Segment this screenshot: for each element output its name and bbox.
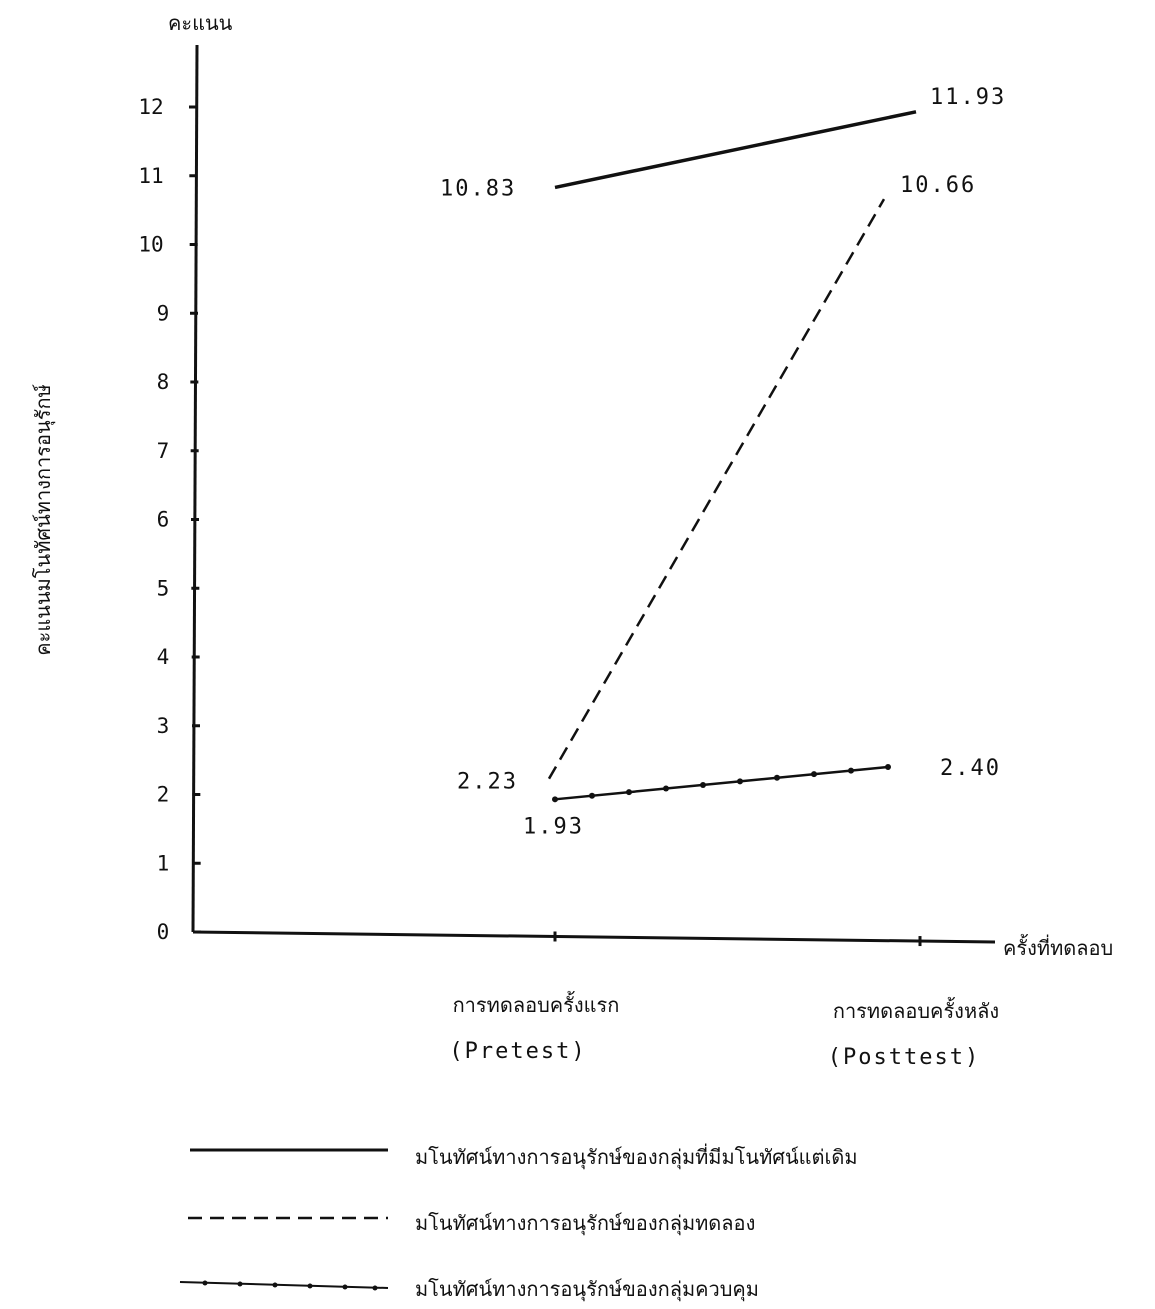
legend-marker (202, 1280, 208, 1286)
legend-label-control-group: มโนทัศน์ทางการอนุรักษ์ของกลุ่มควบคุม (415, 1277, 759, 1302)
data-marker-control-group (589, 792, 595, 799)
data-marker-control-group (700, 781, 706, 788)
legend-marker (372, 1285, 378, 1291)
y-tick-label: 2 (157, 783, 170, 807)
series-line-experimental-group (547, 198, 886, 780)
data-marker-control-group (552, 796, 558, 803)
legend-label-original-group: มโนทัศน์ทางการอนุรักษ์ของกลุ่มที่มีมโนทั… (415, 1143, 858, 1170)
y-tick-label: 7 (157, 439, 170, 463)
series-line-control-group (554, 765, 889, 801)
y-tick-label: 3 (157, 714, 170, 738)
legend-marker (307, 1283, 313, 1289)
legend-label-experimental-group: มโนทัศน์ทางการอนุรักษ์ของกลุ่มทดลอง (415, 1211, 755, 1236)
data-label-control-group-posttest: 2.40 (940, 756, 1001, 781)
y-tick-label: 8 (157, 370, 170, 394)
legend-swatch-dotdash (179, 1281, 389, 1289)
x-tick-label-posttest-thai: การทดลอบครั้งหลัง (833, 997, 999, 1023)
data-marker-control-group (848, 767, 854, 774)
data-marker-control-group (811, 771, 817, 778)
y-tick-label: 12 (138, 95, 163, 119)
x-tick-label-posttest-eng: (Posttest) (828, 1045, 980, 1070)
legend: มโนทัศน์ทางการอนุรักษ์ของกลุ่มที่มีมโนทั… (179, 1143, 858, 1302)
series-line-original-group (554, 110, 917, 190)
y-axis-top-label: คะแนน (168, 11, 233, 35)
legend-marker (272, 1282, 278, 1288)
data-label-original-group-posttest: 11.93 (930, 85, 1006, 110)
legend-marker (237, 1281, 243, 1287)
x-tick-label-pretest-eng: (Pretest) (449, 1039, 586, 1064)
y-tick-label: 0 (157, 920, 170, 944)
y-axis (191, 44, 199, 933)
x-axis-title: ครั้งที่ทดลอบ (1003, 934, 1113, 960)
data-marker-control-group (774, 774, 780, 781)
data-label-experimental-group-posttest: 10.66 (900, 173, 976, 198)
y-tick-label: 10 (138, 233, 163, 257)
data-marker-control-group (737, 778, 743, 785)
y-axis-title: คะแนนมโนทัศน์ทางการอนุรักษ์ (31, 384, 56, 656)
x-tick-label-pretest-thai: การทดลอบครั้งแรก (453, 991, 620, 1017)
y-tick-label: 11 (138, 164, 163, 188)
y-tick-label: 1 (157, 851, 170, 875)
y-tick-label: 9 (157, 301, 170, 325)
x-axis (192, 930, 996, 944)
data-label-control-group-pretest: 1.93 (523, 814, 584, 839)
data-label-original-group-pretest: 10.83 (440, 176, 516, 201)
data-marker-control-group (885, 764, 891, 770)
y-tick-label: 5 (157, 576, 170, 600)
y-tick-label: 4 (157, 645, 170, 669)
legend-marker (342, 1284, 348, 1290)
data-marker-control-group (626, 789, 632, 796)
y-tick-label: 6 (157, 508, 170, 532)
data-label-experimental-group-pretest: 2.23 (457, 770, 518, 795)
data-marker-control-group (663, 785, 669, 792)
